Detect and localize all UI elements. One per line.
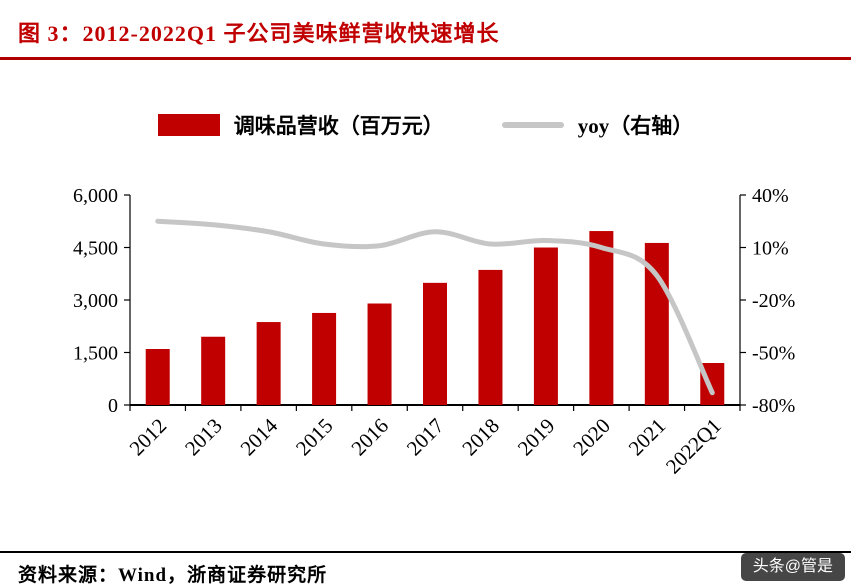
- legend-line-label: yoy（右轴）: [577, 114, 694, 138]
- revenue-bar: [312, 312, 337, 405]
- x-axis-category-label: 2019: [513, 414, 560, 461]
- x-axis-category-label: 2017: [402, 414, 449, 461]
- legend-line-swatch: [501, 122, 564, 128]
- x-axis-category-label: 2020: [568, 414, 615, 461]
- revenue-bar: [478, 269, 503, 405]
- x-axis-category-label: 2016: [346, 414, 393, 461]
- right-axis-label: -50%: [752, 343, 795, 365]
- revenue-bar: [256, 322, 281, 405]
- x-axis-category-label: 2018: [457, 414, 504, 461]
- revenue-yoy-chart: 0 1,500 3,000 4,500 6,000 -80% -50% -20% 10% 40% 2…: [73, 185, 795, 479]
- yoy-line: [155, 218, 715, 396]
- right-axis-label: -80%: [752, 395, 795, 417]
- x-axis-category-label: 2021: [624, 414, 671, 461]
- x-axis-category-label: 2015: [291, 414, 338, 461]
- right-axis-label: -20%: [752, 290, 795, 312]
- revenue-bar: [533, 247, 558, 405]
- left-axis-label: 3,000: [73, 290, 118, 312]
- left-axis-label: 6,000: [73, 185, 118, 207]
- revenue-bar: [589, 231, 614, 405]
- title-underline: [0, 57, 851, 60]
- revenue-bar: [145, 349, 170, 405]
- x-axis-category-label: 2012: [125, 414, 172, 461]
- figure-title: 图 3：2012-2022Q1 子公司美味鲜营收快速增长: [18, 21, 500, 46]
- legend-bar-swatch: [157, 114, 220, 136]
- legend-item-yoy: yoy（右轴）: [501, 110, 694, 140]
- watermark-badge: 头条@管是: [740, 553, 845, 581]
- left-axis-label: 1,500: [73, 343, 118, 365]
- x-axis-category-label: 2022Q1: [661, 414, 726, 479]
- x-axis-category-label: 2014: [236, 413, 283, 460]
- left-axis-label: 0: [108, 395, 118, 417]
- revenue-bars: [145, 231, 725, 405]
- revenue-bar: [367, 303, 392, 405]
- right-axis-label: 40%: [752, 185, 789, 207]
- chart-legend: 调味品营收（百万元） yoy（右轴）: [0, 110, 851, 140]
- right-axis-label: 10%: [752, 238, 789, 260]
- revenue-bar: [201, 336, 226, 405]
- footer-divider: [0, 551, 851, 553]
- x-axis-category-label: 2013: [180, 414, 227, 461]
- legend-bar-label: 调味品营收（百万元）: [233, 114, 444, 138]
- legend-item-revenue: 调味品营收（百万元）: [157, 110, 444, 140]
- source-note: 资料来源：Wind，浙商证券研究所: [18, 565, 328, 586]
- left-axis-label: 4,500: [73, 238, 118, 260]
- revenue-bar: [423, 282, 447, 405]
